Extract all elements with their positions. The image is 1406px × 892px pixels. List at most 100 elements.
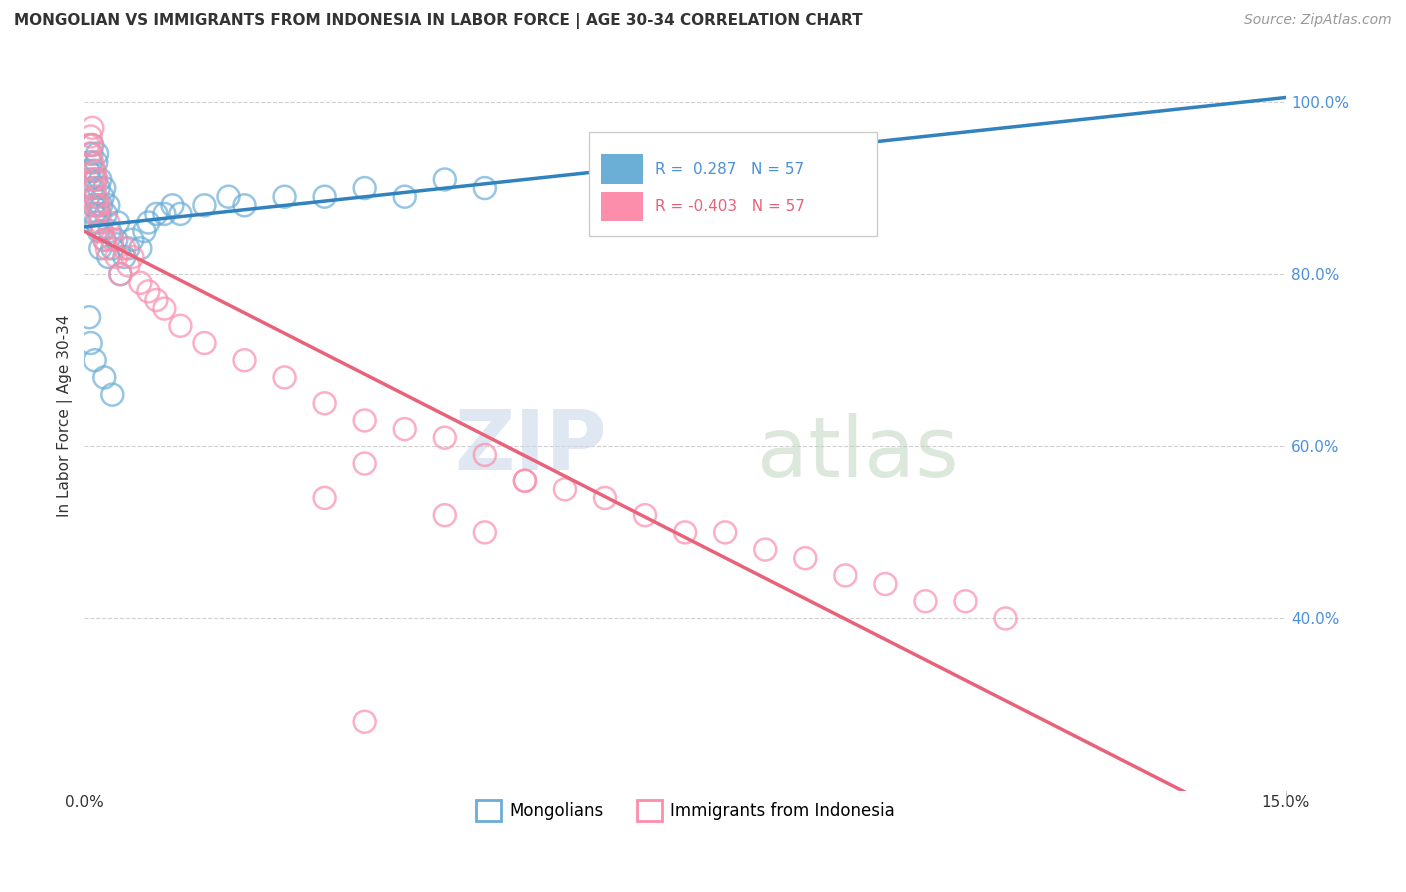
Point bbox=[138, 285, 160, 299]
Bar bbox=[600, 192, 643, 221]
Point bbox=[129, 241, 152, 255]
Point bbox=[117, 259, 139, 273]
Point bbox=[98, 224, 121, 238]
Point bbox=[84, 172, 107, 186]
Point bbox=[169, 207, 191, 221]
Point bbox=[353, 457, 375, 471]
Point bbox=[554, 483, 576, 497]
Point bbox=[273, 370, 295, 384]
Point bbox=[77, 164, 100, 178]
Point bbox=[273, 190, 295, 204]
Point bbox=[90, 198, 112, 212]
Y-axis label: In Labor Force | Age 30-34: In Labor Force | Age 30-34 bbox=[58, 315, 73, 517]
Point bbox=[233, 353, 256, 368]
Text: MONGOLIAN VS IMMIGRANTS FROM INDONESIA IN LABOR FORCE | AGE 30-34 CORRELATION CH: MONGOLIAN VS IMMIGRANTS FROM INDONESIA I… bbox=[14, 13, 863, 29]
Point bbox=[82, 155, 104, 169]
Point bbox=[138, 215, 160, 229]
Point bbox=[82, 198, 104, 212]
Point bbox=[513, 474, 536, 488]
Point bbox=[834, 568, 856, 582]
Point bbox=[79, 146, 101, 161]
Point bbox=[353, 413, 375, 427]
Point bbox=[105, 233, 128, 247]
Point bbox=[433, 508, 456, 523]
Point bbox=[353, 181, 375, 195]
Point bbox=[80, 336, 103, 351]
Point bbox=[97, 198, 120, 212]
Point bbox=[162, 198, 184, 212]
Point bbox=[83, 190, 105, 204]
Point bbox=[82, 181, 104, 195]
Point bbox=[83, 207, 105, 221]
Point bbox=[80, 146, 103, 161]
Point bbox=[474, 448, 496, 462]
Point bbox=[145, 207, 167, 221]
Point bbox=[83, 353, 105, 368]
Point bbox=[94, 207, 117, 221]
Point bbox=[112, 241, 135, 255]
Point bbox=[714, 525, 737, 540]
Point bbox=[97, 250, 120, 264]
Point bbox=[433, 431, 456, 445]
Point bbox=[955, 594, 977, 608]
Text: Source: ZipAtlas.com: Source: ZipAtlas.com bbox=[1244, 13, 1392, 28]
Text: atlas: atlas bbox=[758, 413, 959, 494]
Point bbox=[90, 224, 112, 238]
Point bbox=[353, 714, 375, 729]
Text: R = -0.403   N = 57: R = -0.403 N = 57 bbox=[655, 199, 806, 214]
Point bbox=[87, 198, 110, 212]
Point bbox=[314, 190, 336, 204]
Point bbox=[83, 164, 105, 178]
Point bbox=[101, 387, 124, 401]
Point bbox=[153, 301, 176, 316]
Point bbox=[433, 172, 456, 186]
Point bbox=[93, 181, 115, 195]
Point bbox=[593, 491, 616, 505]
Point bbox=[134, 224, 156, 238]
Point bbox=[87, 198, 110, 212]
Point bbox=[754, 542, 776, 557]
Point bbox=[110, 267, 132, 281]
Point bbox=[87, 224, 110, 238]
Text: R =  0.287   N = 57: R = 0.287 N = 57 bbox=[655, 161, 804, 177]
Point bbox=[84, 172, 107, 186]
Point bbox=[89, 215, 111, 229]
Point bbox=[90, 224, 112, 238]
Point bbox=[394, 422, 416, 436]
Point bbox=[105, 250, 128, 264]
Text: ZIP: ZIP bbox=[454, 406, 607, 487]
Point bbox=[233, 198, 256, 212]
Point bbox=[110, 267, 132, 281]
Point bbox=[117, 241, 139, 255]
Point bbox=[80, 138, 103, 153]
Point bbox=[84, 215, 107, 229]
Point bbox=[93, 233, 115, 247]
Point bbox=[314, 396, 336, 410]
Legend: Mongolians, Immigrants from Indonesia: Mongolians, Immigrants from Indonesia bbox=[470, 794, 901, 827]
Point bbox=[87, 181, 110, 195]
Point bbox=[84, 190, 107, 204]
Point bbox=[82, 120, 104, 135]
Point bbox=[96, 241, 118, 255]
Point bbox=[218, 190, 240, 204]
Point bbox=[86, 146, 108, 161]
Point bbox=[474, 525, 496, 540]
Point bbox=[673, 525, 696, 540]
Point bbox=[994, 611, 1017, 625]
Point bbox=[91, 190, 114, 204]
Point bbox=[112, 250, 135, 264]
Point bbox=[79, 172, 101, 186]
Point bbox=[145, 293, 167, 307]
Point bbox=[93, 233, 115, 247]
Point bbox=[80, 129, 103, 144]
Point bbox=[394, 190, 416, 204]
Point bbox=[86, 207, 108, 221]
Point bbox=[82, 172, 104, 186]
Point bbox=[914, 594, 936, 608]
Point bbox=[83, 181, 105, 195]
Point bbox=[314, 491, 336, 505]
Point bbox=[77, 138, 100, 153]
Point bbox=[107, 215, 129, 229]
Point bbox=[84, 155, 107, 169]
FancyBboxPatch shape bbox=[589, 132, 877, 236]
